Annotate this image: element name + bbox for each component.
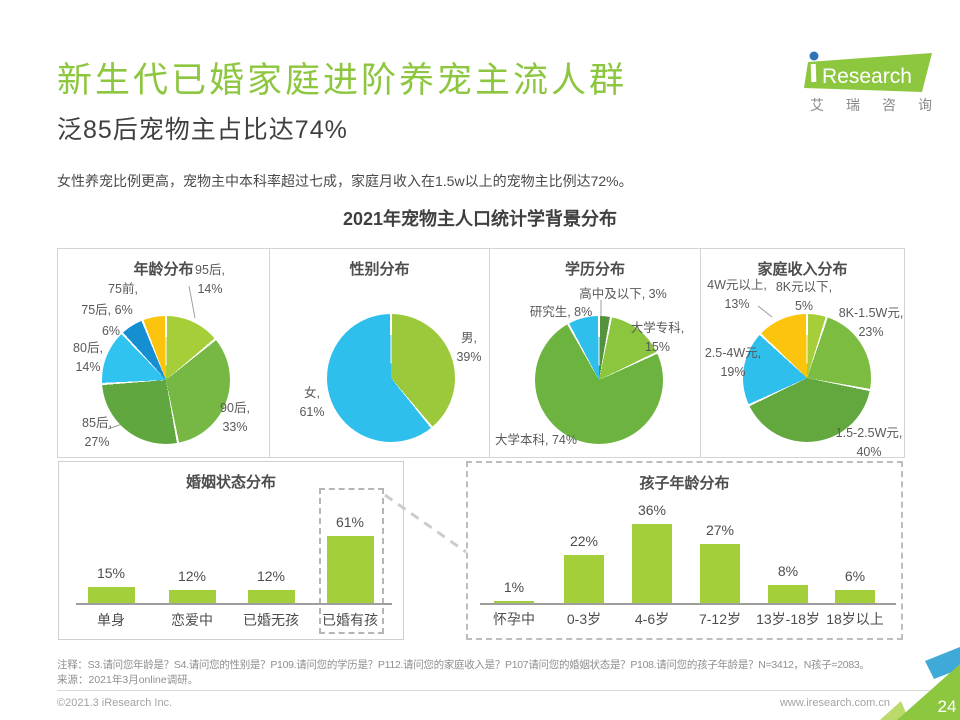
page-corner-decoration: 24 <box>880 647 960 720</box>
children-bar-18岁以上 <box>835 589 875 603</box>
marital-bar-已婚有孩 <box>326 535 374 603</box>
marital-category-label: 单身 <box>97 612 125 628</box>
age-pie <box>102 316 230 444</box>
education-label-高中及以下: 高中及以下, 3% <box>579 287 667 301</box>
footer-note: 注释：S3.请问您年龄是？S4.请问您的性别是？P109.请问您的学历是？P11… <box>57 659 870 671</box>
income-pie <box>743 314 871 442</box>
income-label-8K元以下: 8K元以下, 5% <box>775 280 833 314</box>
children-category-label: 13岁-18岁 <box>756 611 820 627</box>
children-bar-怀孕中 <box>494 600 534 603</box>
corner-light-green-stripe <box>880 701 909 720</box>
gender-distribution-panel: 性别分布 男, 39% 女, 61% <box>270 249 490 457</box>
age-label-75前: 6% <box>101 324 121 338</box>
marital-value-label: 12% <box>177 567 207 584</box>
marital-bar-已婚无孩 <box>247 589 295 603</box>
age-label-95后: 95后, 14% <box>195 263 225 297</box>
children-age-panel: 孩子年龄分布 1% 怀孕中 22% 0-3岁 36% 4-6岁 27% 7-12岁 8% 13岁-… <box>466 461 903 640</box>
corner-green-triangle <box>897 664 960 720</box>
children-value-label: 27% <box>705 521 735 538</box>
page-number: 24 <box>938 697 957 716</box>
marital-category-label: 已婚无孩 <box>243 612 299 628</box>
footer-divider <box>57 690 945 691</box>
children-category-label: 怀孕中 <box>493 611 535 627</box>
highlight-box <box>319 488 384 634</box>
marital-category-label: 已婚有孩 <box>322 612 378 628</box>
education-pie <box>535 316 663 444</box>
income-panel-title: 家庭收入分布 <box>757 261 848 278</box>
logo-cn-char: 询 <box>918 97 932 113</box>
logo-brand-text: Research <box>822 65 912 88</box>
children-axis-line <box>480 603 896 605</box>
marital-panel-title: 婚姻状态分布 <box>185 474 276 491</box>
gender-panel-title: 性别分布 <box>349 261 410 278</box>
marital-axis-line <box>76 603 392 605</box>
pie-charts-container: 年龄分布 95后, 14% 75前, 75后, 6% 6% 80后, 14% 85后, 27% 9… <box>57 248 905 459</box>
education-distribution-panel: 学历分布 高中及以下, 3% 研究生, 8% 大学专科, 15% 大学本科, 74% <box>490 249 701 457</box>
age-panel-title: 年龄分布 <box>133 261 194 278</box>
children-panel-title: 孩子年龄分布 <box>639 475 730 492</box>
marital-bar-恋爱中 <box>168 589 216 603</box>
age-label-75前: 75前, <box>108 282 138 296</box>
age-label-90后: 90后, 33% <box>220 401 250 435</box>
gender-label-女: 女, 61% <box>299 386 325 420</box>
footer-copyright: ©2021.3 iResearch Inc. <box>57 697 173 709</box>
education-label-大学本科: 大学本科, 74% <box>495 433 577 447</box>
children-category-label: 18岁以上 <box>826 611 884 627</box>
corner-blue-stripe <box>925 647 960 679</box>
children-category-label: 0-3岁 <box>566 611 602 627</box>
iresearch-logo: Research 艾 瑞 咨 询 <box>798 42 943 120</box>
children-value-label: 8% <box>777 563 799 580</box>
logo-cn-char: 咨 <box>882 97 896 113</box>
income-label-8K-1.5W元: 8K-1.5W元, 23% <box>838 306 904 340</box>
age-label-85后: 85后, 27% <box>82 416 112 450</box>
gender-label-男: 男, 39% <box>456 331 482 365</box>
children-value-label: 6% <box>844 567 866 584</box>
age-label-80后: 80后, 14% <box>73 341 103 375</box>
income-label-4W元以上: 4W元以上, 13% <box>707 278 767 312</box>
children-bar-13岁-18岁 <box>768 585 808 603</box>
children-bar-0-3岁 <box>564 554 604 603</box>
income-label-2.5-4W元: 2.5-4W元, 19% <box>704 346 762 380</box>
logo-i-dot <box>809 51 819 61</box>
income-distribution-panel: 家庭收入分布 4W元以上, 13% 8K元以下, 5% 8K-1.5W元, 23% 2.5-… <box>701 249 904 459</box>
logo-cn-char: 艾 <box>810 97 824 113</box>
marital-value-label: 12% <box>256 567 286 584</box>
children-value-label: 22% <box>569 532 599 549</box>
education-panel-title: 学历分布 <box>564 261 625 278</box>
marital-bar-单身 <box>87 586 135 603</box>
footer-source: 来源：2021年3月online调研。 <box>57 674 199 686</box>
logo-chinese-name: 艾瑞咨询 <box>810 95 932 115</box>
marital-value-label: 15% <box>96 564 126 581</box>
page-subtitle: 泛85后宠物主占比达74% <box>57 116 348 144</box>
footer-website: www.iresearch.com.cn <box>779 697 890 709</box>
children-category-label: 7-12岁 <box>698 611 742 627</box>
education-label-研究生: 研究生, 8% <box>529 305 593 319</box>
page-title: 新生代已婚家庭进阶养宠主流人群 <box>57 61 628 100</box>
education-label-大学专科: 大学专科, 15% <box>630 321 685 355</box>
marital-category-label: 恋爱中 <box>171 612 213 628</box>
children-bar-7-12岁 <box>700 543 740 603</box>
logo-cn-char: 瑞 <box>846 97 860 113</box>
children-value-label: 1% <box>503 578 525 595</box>
age-label-75后: 75后, 6% <box>81 303 133 317</box>
description: 女性养宠比例更高，宠物主中本科率超过七成，家庭月收入在1.5w以上的宠物主比例达… <box>57 173 633 189</box>
children-bar-4-6岁 <box>632 523 672 603</box>
children-value-label: 36% <box>637 501 667 518</box>
marital-status-panel: 婚姻状态分布 15% 单身 12% 恋爱中 12% 已婚无孩 61% 已婚有孩 <box>58 461 404 640</box>
income-label-1.5-2.5W元: 1.5-2.5W元, 40% <box>835 426 903 460</box>
age-distribution-panel: 年龄分布 95后, 14% 75前, 75后, 6% 6% 80后, 14% 85后, 27% 9… <box>58 249 270 457</box>
gender-pie <box>327 314 455 442</box>
children-category-label: 4-6岁 <box>634 611 670 627</box>
chart-main-title: 2021年宠物主人口统计学背景分布 <box>342 209 618 229</box>
marital-value-label: 61% <box>335 513 365 530</box>
iresearch-logo-flag: Research <box>804 51 932 92</box>
